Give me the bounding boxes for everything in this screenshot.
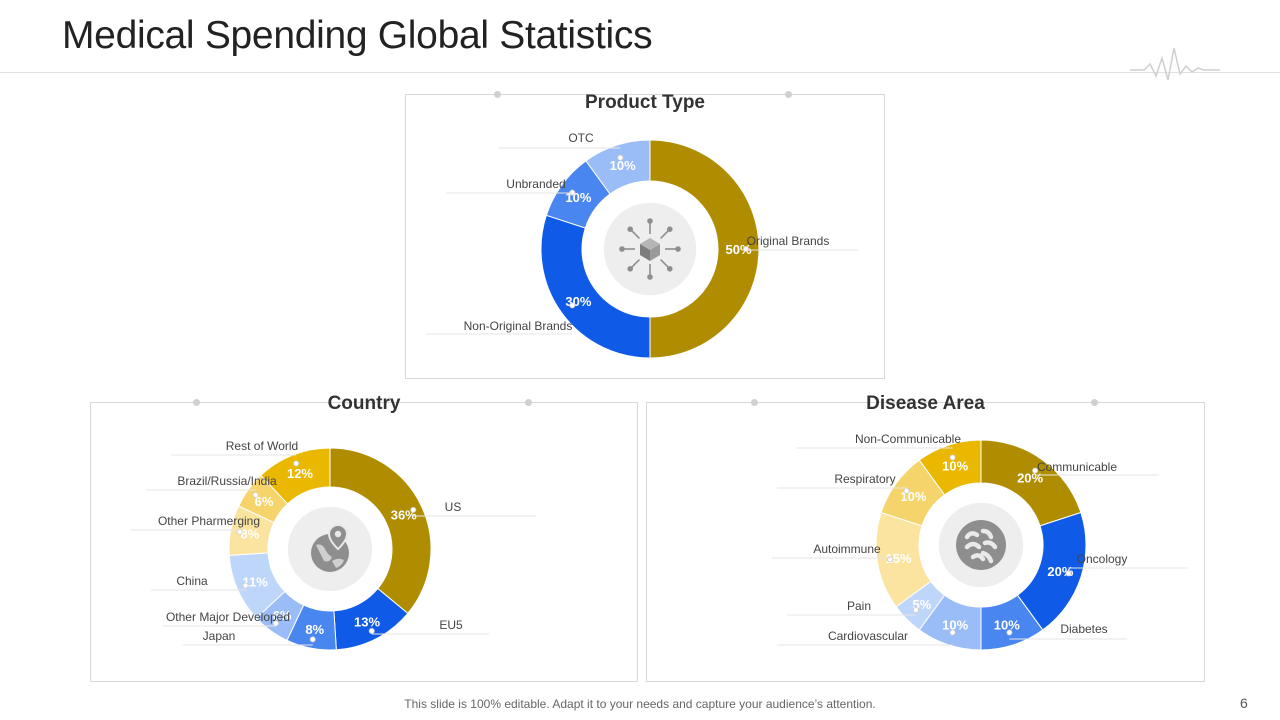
chart-title: Disease Area [866,393,985,414]
category-label-brazil-russia-india: Brazil/Russia/India [177,474,277,488]
decorative-dot [785,91,792,98]
leader-dot [410,506,417,513]
cube-network-icon [619,218,681,280]
leader-dot [569,302,576,309]
chart-title: Product Type [585,92,705,113]
category-label-pain: Pain [847,599,871,613]
data-label: 8% [241,527,260,542]
category-label-other-major-developed: Other Major Developed [166,610,290,624]
category-label-respiratory: Respiratory [834,472,895,486]
category-label-other-pharmerging: Other Pharmerging [158,514,260,528]
leader-dot [949,454,956,461]
chart-title: Country [327,393,401,414]
page-title: Medical Spending Global Statistics [62,14,653,57]
data-label: 6% [255,494,274,509]
decorative-dot [525,399,532,406]
category-label-eu5: EU5 [439,618,463,632]
page-number: 6 [1240,695,1248,711]
chart-panel-country: Country 36% US 13% EU5 8% Japan 6% Other Major D… [90,393,638,682]
category-label-non-communicable: Non-Communicable [855,432,961,446]
leader-dot [1006,629,1013,636]
leader-dot [903,487,910,494]
category-label-diabetes: Diabetes [1060,622,1107,636]
leader-dot [1065,570,1072,577]
category-label-non-original-brands: Non-Original Brands [464,319,573,333]
data-label: 6% [273,608,292,623]
decorative-dot [751,399,758,406]
decorative-dot [1091,399,1098,406]
data-label: 13% [354,615,380,630]
heartbeat-icon [1130,47,1220,81]
data-label: 50% [725,242,751,257]
decorative-dot [193,399,200,406]
category-label-oncology: Oncology [1077,552,1128,566]
data-label: 8% [305,622,324,637]
data-label: 10% [942,617,968,632]
chart-panel-disease-area: Disease Area 20% Communicable 20% Oncology 10… [646,393,1205,682]
title-divider [0,72,1280,73]
leader-dot [368,627,375,634]
bacteria-icon [956,520,1006,570]
leader-dot [309,636,316,643]
data-label: 30% [565,294,591,309]
data-label: 10% [994,617,1020,632]
donut-chart: 50%Original Brands 30% Non-Original Brands… [426,131,858,359]
decorative-dot [494,91,501,98]
category-label-autoimmune: Autoimmune [813,542,881,556]
data-label: 12% [287,466,313,481]
leader-dot [242,582,249,589]
category-label-rest-of-world: Rest of World [226,439,298,453]
chart-panel-product-type: Product Type 50% Original Brands 30% Non-Ori… [405,91,885,379]
data-label: 10% [610,158,636,173]
data-label: 20% [1017,470,1043,485]
category-label-china: China [176,574,208,588]
footer-note: This slide is 100% editable. Adapt it to… [404,697,876,711]
category-label-japan: Japan [203,629,236,643]
category-label-original-brands: Original Brands [747,234,830,248]
data-label: 10% [942,459,968,474]
leader-dot [1032,467,1039,474]
data-label: 15% [886,551,912,566]
leader-dot [252,491,259,498]
leader-dot [293,460,300,467]
data-label: 11% [243,574,269,589]
category-label-otc: OTC [568,131,594,145]
category-label-unbranded: Unbranded [506,177,565,191]
category-label-cardiovascular: Cardiovascular [828,629,908,643]
leader-dot [617,154,624,161]
category-label-us: US [445,500,462,514]
globe-pin-icon [311,523,349,572]
leader-dot [949,629,956,636]
leader-dot [912,607,919,614]
category-label-communicable: Communicable [1037,460,1117,474]
